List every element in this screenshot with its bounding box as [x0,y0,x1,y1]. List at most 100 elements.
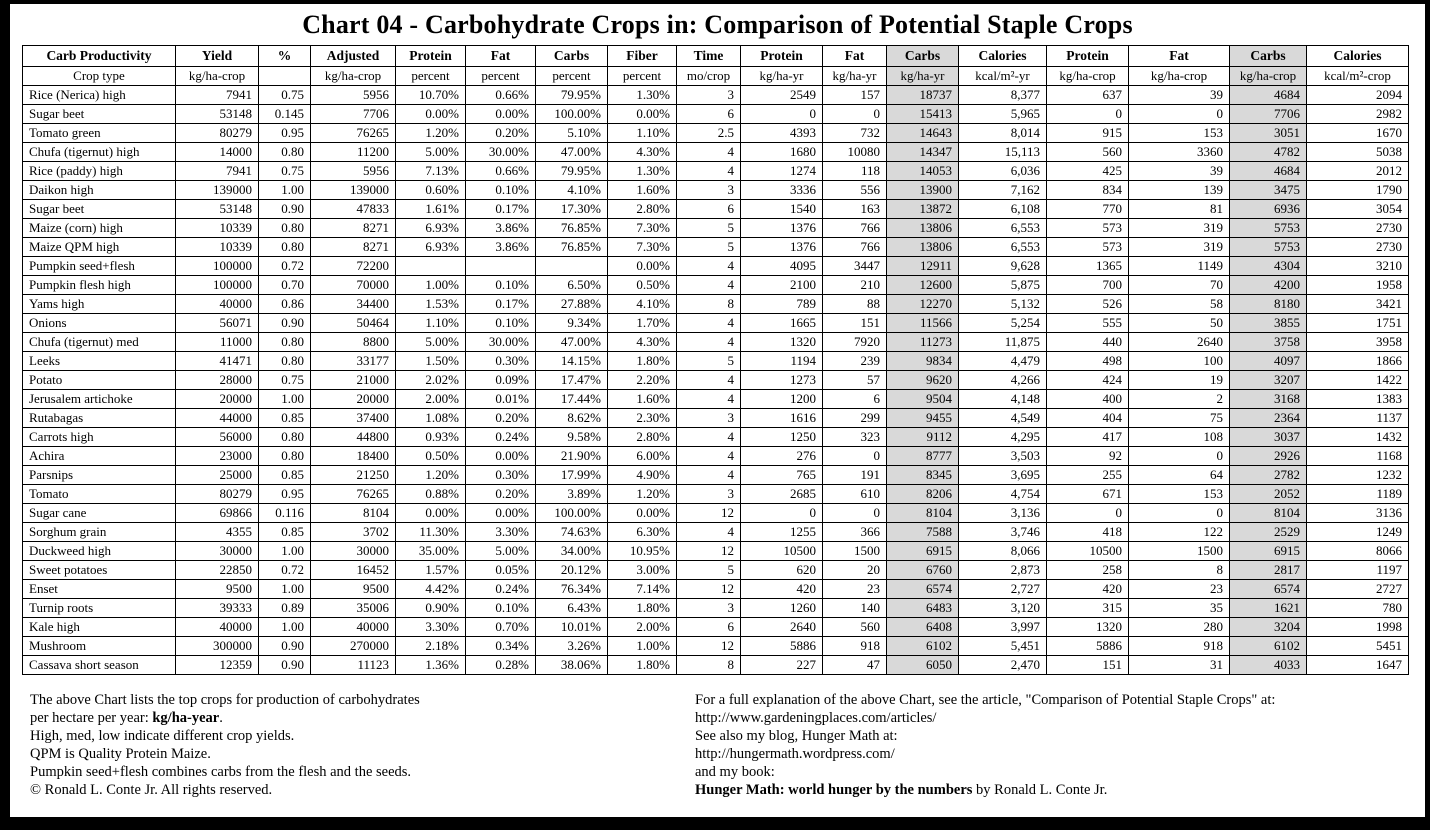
column-header: kcal/m²-crop [1306,65,1409,87]
value-cell: 258 [1046,560,1129,581]
value-cell: 17.47% [535,370,608,391]
value-cell: 118 [822,161,887,182]
value-cell: 3037 [1229,427,1307,448]
value-cell: 7.13% [395,161,466,182]
value-cell: 57 [822,370,887,391]
value-cell: 50464 [310,313,396,334]
value-cell: 14347 [886,142,959,163]
value-cell: 5.00% [465,541,536,562]
value-cell: 13900 [886,180,959,201]
value-cell: 0.00% [465,503,536,524]
value-cell: 0.60% [395,180,466,201]
value-cell: 0.72 [258,256,311,277]
value-cell: 1432 [1306,427,1409,448]
column-header: Carb Productivity [22,45,176,67]
value-cell: 6,108 [958,199,1047,220]
column-header: % [258,45,311,67]
value-cell: 100000 [175,256,259,277]
value-cell: 40000 [175,294,259,315]
value-cell: 12270 [886,294,959,315]
value-cell: 3,997 [958,617,1047,638]
value-cell: 9834 [886,351,959,372]
value-cell: 2817 [1229,560,1307,581]
value-cell: 7941 [175,161,259,182]
value-cell: 2 [1128,389,1230,410]
value-cell: 18400 [310,446,396,467]
value-cell: 2.80% [607,427,677,448]
column-header: percent [607,65,677,87]
value-cell: 6.93% [395,237,466,258]
table-row: Parsnips 25000 0.85 21250 1.20% 0.30% 17.99% 4.… [22,465,1409,486]
value-cell: 0.00% [607,256,677,277]
value-cell: 79.95% [535,161,608,182]
table-row: Achira 23000 0.80 18400 0.50% 0.00% 21.90% 6.00… [22,446,1409,467]
value-cell: 34.00% [535,541,608,562]
value-cell: 3.89% [535,484,608,505]
value-cell: 8,066 [958,541,1047,562]
value-cell: 1.00 [258,541,311,562]
value-cell: 5 [676,237,741,258]
table-row: Enset 9500 1.00 9500 4.42% 0.24% 76.34% 7.14% 12… [22,579,1409,600]
value-cell: 0.85 [258,408,311,429]
value-cell: 76.34% [535,579,608,600]
column-header: Yield [175,45,259,67]
table-row: Rice (Nerica) high 7941 0.75 5956 10.70% 0.66… [22,85,1409,106]
crop-name-cell: Duckweed high [22,541,176,562]
crop-name-cell: Leeks [22,351,176,372]
crop-name-cell: Achira [22,446,176,467]
value-cell: 12600 [886,275,959,296]
value-cell: 3.26% [535,636,608,657]
crop-name-cell: Rutabagas [22,408,176,429]
value-cell: 6 [676,104,741,125]
value-cell: 0.00% [465,104,536,125]
value-cell: 1751 [1306,313,1409,334]
value-cell: 11,875 [958,332,1047,353]
book-line: Hunger Math: world hunger by the numbers… [695,781,1108,798]
value-cell: 2364 [1229,408,1307,429]
column-header: kg/ha-crop [310,65,396,87]
value-cell: 10500 [740,541,823,562]
value-cell: 44000 [175,408,259,429]
value-cell: 14.15% [535,351,608,372]
value-cell: 0 [822,446,887,467]
value-cell: 6102 [886,636,959,657]
value-cell: 1.70% [607,313,677,334]
value-cell: 0.17% [465,294,536,315]
value-cell: 526 [1046,294,1129,315]
value-cell: 3 [676,408,741,429]
value-cell: 4 [676,389,741,410]
value-cell: 1.80% [607,655,677,676]
table-row: Turnip roots 39333 0.89 35006 0.90% 0.10% 6.43… [22,598,1409,619]
table-row: Tomato green 80279 0.95 76265 1.20% 0.20% 5.10… [22,123,1409,144]
value-cell: 8104 [886,503,959,524]
column-header: Protein [395,45,466,67]
value-cell: 3168 [1229,389,1307,410]
value-cell: 915 [1046,123,1129,144]
value-cell: 1.00% [395,275,466,296]
crop-name-cell: Turnip roots [22,598,176,619]
page-title: Chart 04 - Carbohydrate Crops in: Compar… [302,10,1133,39]
value-cell: 100000 [175,275,259,296]
value-cell: 74.63% [535,522,608,543]
value-cell: 1.57% [395,560,466,581]
table-row: Rice (paddy) high 7941 0.75 5956 7.13% 0.66% 7… [22,161,1409,182]
value-cell: 3447 [822,256,887,277]
column-header: kcal/m²-yr [958,65,1047,87]
value-cell: 417 [1046,427,1129,448]
value-cell: 3421 [1306,294,1409,315]
crop-name-cell: Enset [22,579,176,600]
table-row: Chufa (tigernut) med 11000 0.80 8800 5.00% 30… [22,332,1409,353]
value-cell: 35 [1128,598,1230,619]
value-cell: 1.08% [395,408,466,429]
value-cell: 12911 [886,256,959,277]
value-cell: 13806 [886,218,959,239]
value-cell: 0.05% [465,560,536,581]
footnotes-right: For a full explanation of the above Char… [695,692,1395,799]
footnotes-left: The above Chart lists the top crops for … [30,692,695,799]
value-cell: 3.86% [465,218,536,239]
value-cell [395,256,466,277]
note-line: and my book: [695,763,775,780]
value-cell: 0 [822,104,887,125]
crop-name-cell: Pumpkin flesh high [22,275,176,296]
value-cell: 1.50% [395,351,466,372]
